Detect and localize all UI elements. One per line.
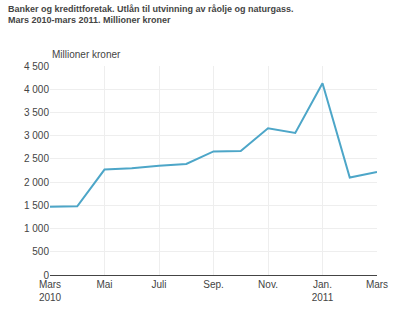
- svg-text:0: 0: [43, 270, 49, 281]
- svg-text:Sep.: Sep.: [203, 279, 224, 290]
- svg-text:3 500: 3 500: [24, 107, 49, 118]
- svg-text:2 500: 2 500: [24, 153, 49, 164]
- svg-text:4 000: 4 000: [24, 84, 49, 95]
- svg-text:Nov.: Nov.: [258, 279, 278, 290]
- svg-text:Banker og kredittforetak. Utlå: Banker og kredittforetak. Utlån til utvi…: [8, 4, 294, 26]
- svg-text:1 500: 1 500: [24, 200, 49, 211]
- svg-text:4 500: 4 500: [24, 61, 49, 72]
- svg-text:Juli: Juli: [151, 279, 166, 290]
- svg-text:Jan.2011: Jan.2011: [312, 279, 334, 303]
- svg-text:Mars: Mars: [366, 279, 388, 290]
- svg-text:Millioner kroner: Millioner kroner: [52, 49, 121, 60]
- svg-text:2 000: 2 000: [24, 177, 49, 188]
- svg-text:Mars2010: Mars2010: [39, 279, 62, 303]
- svg-text:3 000: 3 000: [24, 130, 49, 141]
- svg-text:500: 500: [32, 246, 49, 257]
- svg-text:1 000: 1 000: [24, 223, 49, 234]
- svg-text:Mai: Mai: [96, 279, 112, 290]
